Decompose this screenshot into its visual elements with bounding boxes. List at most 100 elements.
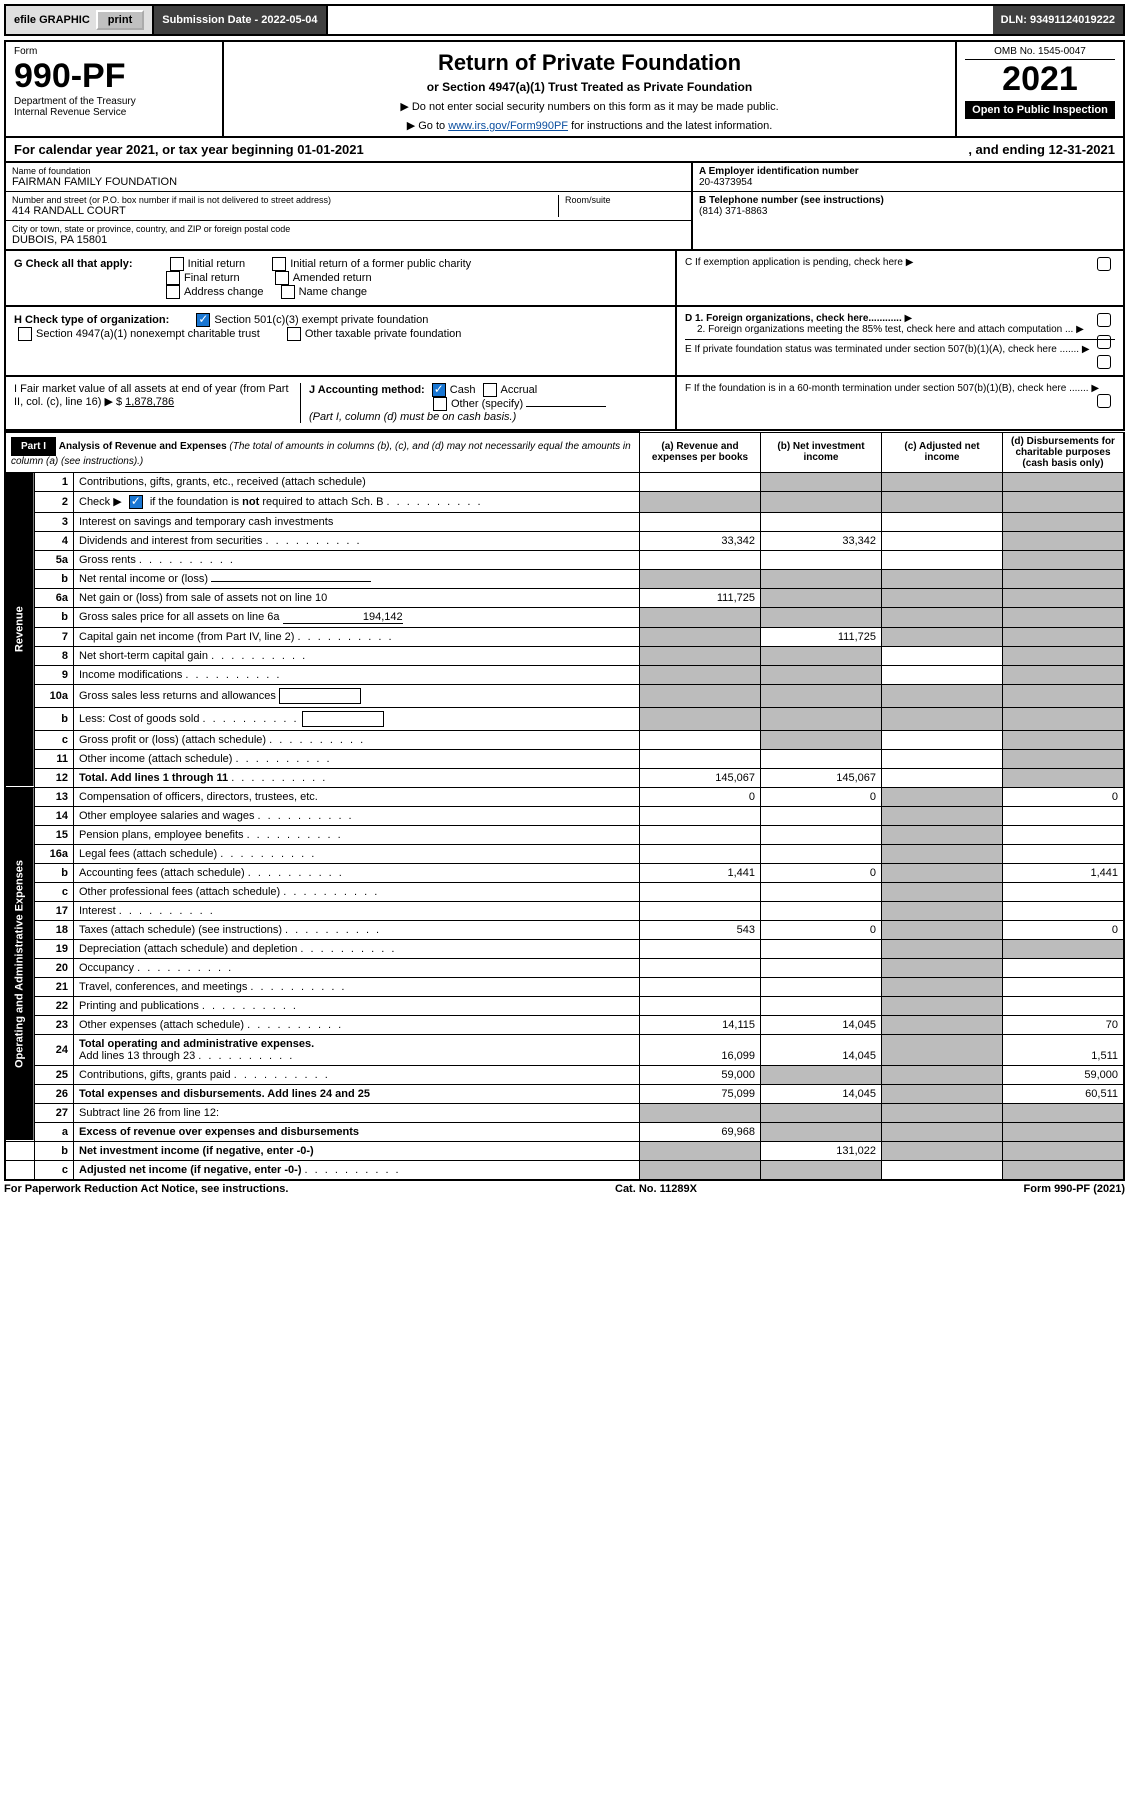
city-row: City or town, state or province, country… [6, 221, 691, 249]
row-8-desc: Net short-term capital gain [74, 646, 640, 665]
row-10b-desc: Less: Cost of goods sold [74, 707, 640, 730]
g-opt-0: Initial return [166, 258, 245, 270]
footer-left: For Paperwork Reduction Act Notice, see … [4, 1183, 288, 1195]
row-13: Operating and Administrative Expenses 13… [5, 787, 1124, 806]
r23-col-a: 14,115 [640, 1015, 761, 1034]
checkbox-final-return[interactable] [166, 271, 180, 285]
row-6b-desc: Gross sales price for all assets on line… [74, 607, 640, 627]
calyear-text: For calendar year 2021, or tax year begi… [14, 142, 364, 157]
checkbox-accrual[interactable] [483, 383, 497, 397]
cogs-box[interactable] [302, 711, 384, 727]
row-14-desc: Other employee salaries and wages [74, 806, 640, 825]
row-3: 3Interest on savings and temporary cash … [5, 512, 1124, 531]
section-j: J Accounting method: Cash Accrual Other … [301, 383, 667, 423]
section-d: D 1. Foreign organizations, check here..… [675, 307, 1123, 375]
irs: Internal Revenue Service [14, 107, 214, 118]
omb-number: OMB No. 1545-0047 [965, 46, 1115, 60]
checkbox-d1[interactable] [1097, 313, 1111, 327]
j-cash-label: Cash [450, 384, 476, 396]
r13-col-b: 0 [761, 787, 882, 806]
row-20: 20Occupancy [5, 958, 1124, 977]
part-1-title: Analysis of Revenue and Expenses [59, 441, 227, 452]
form-subtitle: or Section 4947(a)(1) Trust Treated as P… [232, 80, 947, 94]
checkbox-initial-return[interactable] [170, 257, 184, 271]
street-row: Number and street (or P.O. box number if… [6, 192, 691, 221]
j-label: J Accounting method: [309, 384, 425, 396]
row-27c-desc: Adjusted net income (if negative, enter … [74, 1160, 640, 1180]
rental-income-field[interactable] [211, 581, 371, 582]
checkbox-4947[interactable] [18, 327, 32, 341]
room-suite: Room/suite [558, 195, 685, 217]
arrow-icon: ▶ [905, 313, 913, 324]
other-specify-field[interactable] [526, 406, 606, 407]
expenses-side-label: Operating and Administrative Expenses [5, 787, 35, 1141]
checkbox-address-change[interactable] [166, 285, 180, 299]
h-opt-1-label: Section 4947(a)(1) nonexempt charitable … [36, 328, 260, 340]
arrow-icon: ▶ [906, 257, 914, 268]
footer-center: Cat. No. 11289X [615, 1183, 697, 1195]
g-opt-0-label: Initial return [188, 258, 245, 270]
section-i: I Fair market value of all assets at end… [14, 383, 301, 423]
row-6a-desc: Net gain or (loss) from sale of assets n… [74, 588, 640, 607]
r23-col-b: 14,045 [761, 1015, 882, 1034]
h-label: H Check type of organization: [14, 314, 169, 326]
tax-year: 2021 [965, 60, 1115, 99]
r7-col-b: 111,725 [761, 627, 882, 646]
print-button[interactable]: print [96, 10, 144, 30]
row-10a-desc: Gross sales less returns and allowances [74, 684, 640, 707]
row-15: 15Pension plans, employee benefits [5, 825, 1124, 844]
checkbox-name-change[interactable] [281, 285, 295, 299]
row-17: 17Interest [5, 901, 1124, 920]
calyear-end: 12-31-2021 [1049, 142, 1116, 157]
checkbox-d2[interactable] [1097, 335, 1111, 349]
checkbox-sch-b[interactable] [129, 495, 143, 509]
checkbox-initial-former[interactable] [272, 257, 286, 271]
row-4: 4Dividends and interest from securities … [5, 531, 1124, 550]
form-header-right: OMB No. 1545-0047 2021 Open to Public In… [957, 42, 1123, 136]
checkbox-c[interactable] [1097, 257, 1111, 271]
checkbox-501c3[interactable] [196, 313, 210, 327]
row-18-desc: Taxes (attach schedule) (see instruction… [74, 920, 640, 939]
row-23: 23Other expenses (attach schedule) 14,11… [5, 1015, 1124, 1034]
street-label: Number and street (or P.O. box number if… [12, 195, 558, 205]
g-opt-1: Initial return of a former public charit… [268, 258, 471, 270]
row-1: Revenue 1Contributions, gifts, grants, e… [5, 472, 1124, 491]
g-opt-5-label: Name change [299, 286, 368, 298]
submission-date: Submission Date - 2022-05-04 [154, 6, 327, 34]
r25-col-a: 59,000 [640, 1065, 761, 1084]
row-16b: bAccounting fees (attach schedule) 1,441… [5, 863, 1124, 882]
h-opt-2: Other taxable private foundation [283, 328, 462, 340]
row-19-desc: Depreciation (attach schedule) and deple… [74, 939, 640, 958]
instructions-link[interactable]: www.irs.gov/Form990PF [448, 120, 568, 132]
row-16a-desc: Legal fees (attach schedule) [74, 844, 640, 863]
r26-col-d: 60,511 [1003, 1084, 1125, 1103]
checkbox-cash[interactable] [432, 383, 446, 397]
row-24: 24Total operating and administrative exp… [5, 1034, 1124, 1065]
checkbox-other-method[interactable] [433, 397, 447, 411]
checkbox-f[interactable] [1097, 394, 1111, 408]
arrow-icon: ▶ [1082, 344, 1090, 355]
row-18: 18Taxes (attach schedule) (see instructi… [5, 920, 1124, 939]
g-label: G Check all that apply: [14, 258, 133, 270]
r18-col-a: 543 [640, 920, 761, 939]
row-24-desc: Total operating and administrative expen… [74, 1034, 640, 1065]
gross-sales-box[interactable] [279, 688, 361, 704]
row-5b: bNet rental income or (loss) [5, 569, 1124, 588]
calyear-end-text: , and ending 12-31-2021 [968, 142, 1115, 157]
entity-info: Name of foundation FAIRMAN FAMILY FOUNDA… [4, 163, 1125, 251]
row-23-desc: Other expenses (attach schedule) [74, 1015, 640, 1034]
checkbox-other-taxable[interactable] [287, 327, 301, 341]
row-27a-desc: Excess of revenue over expenses and disb… [74, 1122, 640, 1141]
row-10a: 10aGross sales less returns and allowanc… [5, 684, 1124, 707]
row-20-desc: Occupancy [74, 958, 640, 977]
g-opt-2-label: Final return [184, 272, 240, 284]
r6a-col-a: 111,725 [640, 588, 761, 607]
row-22: 22Printing and publications [5, 996, 1124, 1015]
row-2: 2 Check ▶ if the foundation is not requi… [5, 491, 1124, 512]
checkbox-amended[interactable] [275, 271, 289, 285]
checkbox-e[interactable] [1097, 355, 1111, 369]
row-4-desc: Dividends and interest from securities [74, 531, 640, 550]
row-27a: aExcess of revenue over expenses and dis… [5, 1122, 1124, 1141]
row-16c-desc: Other professional fees (attach schedule… [74, 882, 640, 901]
col-c-header: (c) Adjusted net income [882, 432, 1003, 472]
